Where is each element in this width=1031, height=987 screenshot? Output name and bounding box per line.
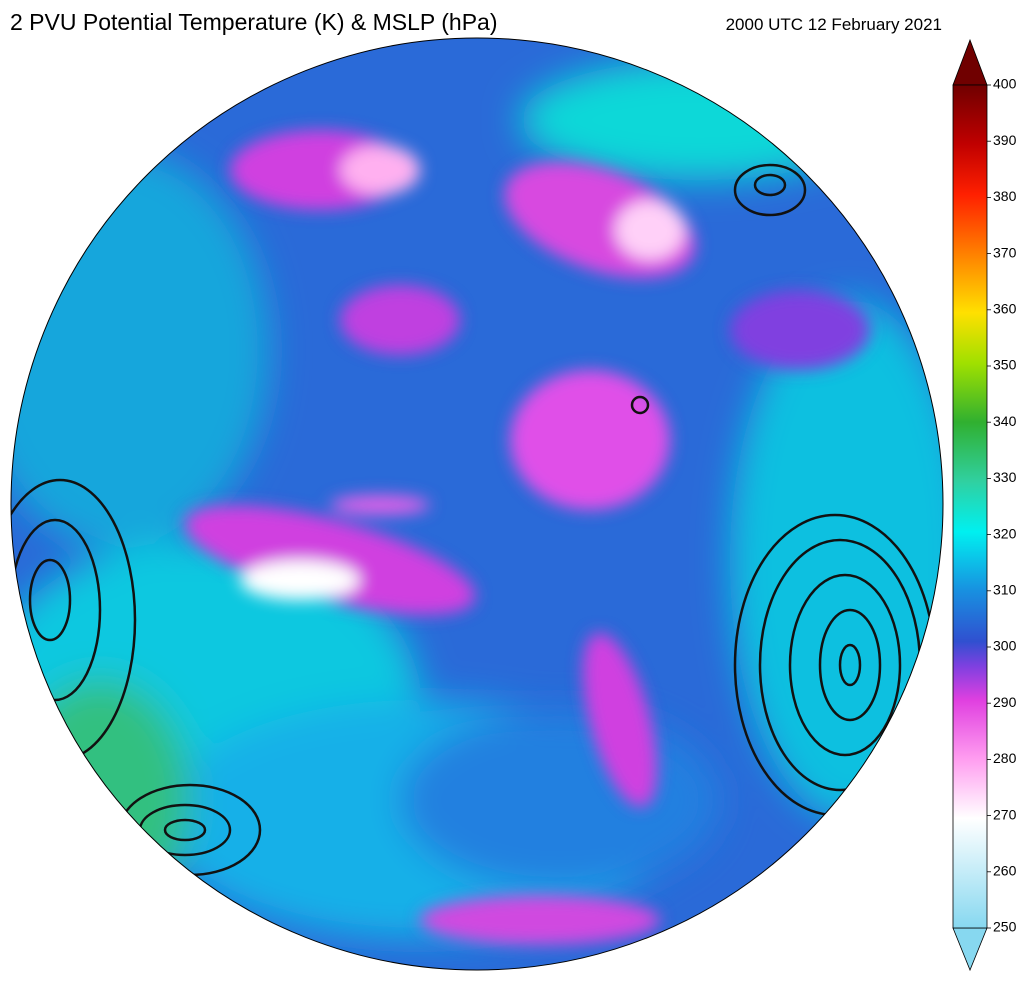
colorbar-tick-label: 390 bbox=[993, 132, 1017, 148]
colorbar-tick-label: 400 bbox=[993, 76, 1017, 92]
map-border bbox=[10, 37, 944, 971]
title: 2 PVU Potential Temperature (K) & MSLP (… bbox=[10, 9, 497, 35]
colorbar-tick-label: 280 bbox=[993, 750, 1017, 766]
colorbar-tick-label: 370 bbox=[993, 244, 1017, 260]
timestamp: 2000 UTC 12 February 2021 bbox=[726, 15, 942, 34]
colorbar-tick-label: 350 bbox=[993, 357, 1017, 373]
colorbar bbox=[952, 38, 988, 972]
colorbar-tick-label: 380 bbox=[993, 188, 1017, 204]
colorbar-tick-label: 310 bbox=[993, 582, 1017, 598]
colorbar-tick-label: 320 bbox=[993, 525, 1017, 541]
colorbar-tick-label: 250 bbox=[993, 919, 1017, 935]
colorbar-tick-label: 270 bbox=[993, 806, 1017, 822]
colorbar-tick-label: 340 bbox=[993, 413, 1017, 429]
colorbar-tick-label: 260 bbox=[993, 863, 1017, 879]
colorbar-tick-label: 330 bbox=[993, 469, 1017, 485]
colorbar-tick-label: 360 bbox=[993, 301, 1017, 317]
colorbar-tick-label: 300 bbox=[993, 638, 1017, 654]
colorbar-tick-label: 290 bbox=[993, 694, 1017, 710]
